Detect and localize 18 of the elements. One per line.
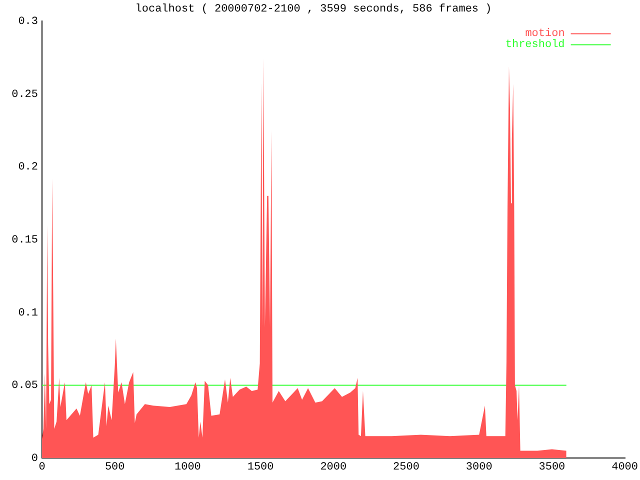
y-tick-label: 0.2 [18,162,38,174]
x-tick-label: 4000 [612,462,638,474]
chart-title: localhost ( 20000702-2100 , 3599 seconds, 586 frames ) [135,4,492,16]
y-tick-label: 0.05 [12,380,38,392]
x-tick-label: 1500 [247,462,274,474]
x-tick-label: 2500 [393,462,420,474]
legend-label: threshold [505,39,565,52]
legend-label: motion [525,28,565,40]
x-tick-label: 3000 [466,462,492,474]
y-tick-label: 0 [31,452,38,465]
y-tick-label: 0.1 [18,307,38,320]
y-tick-label: 0.25 [12,88,38,101]
y-tick-label: 0.15 [12,234,38,247]
x-tick-label: 2000 [320,462,347,474]
y-tick-label: 0.3 [18,16,38,28]
x-tick-label: 3500 [538,462,566,474]
x-tick-label: 500 [104,462,125,474]
x-tick-label: 1000 [174,462,201,474]
